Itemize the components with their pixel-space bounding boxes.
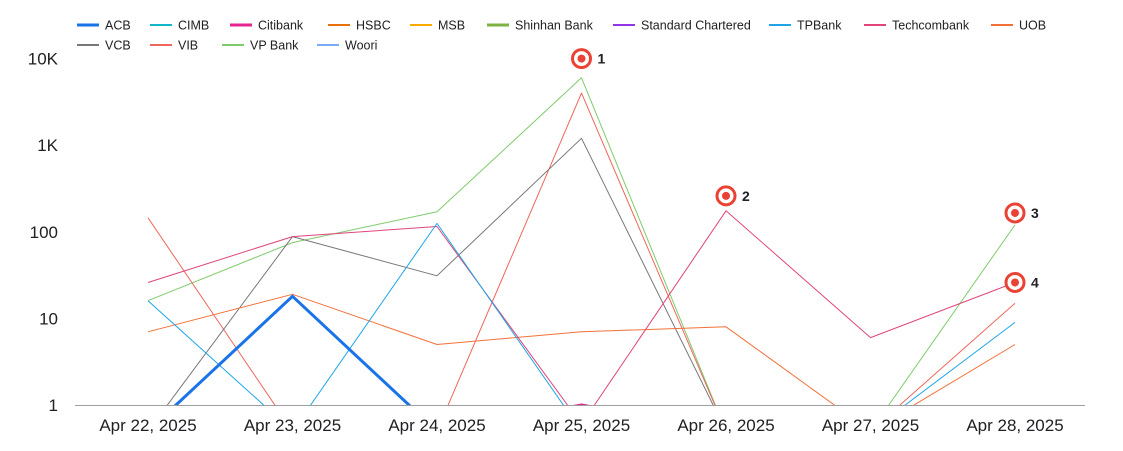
legend-item-uob[interactable]: UOB (991, 19, 1046, 33)
legend-item-techcombank[interactable]: Techcombank (864, 19, 970, 33)
legend-item-acb[interactable]: ACB (77, 19, 131, 33)
y-axis: 1 10 100 1K 10K (28, 50, 59, 415)
annotation-marker-4[interactable]: 4 (1004, 271, 1039, 293)
legend-label: UOB (1019, 19, 1046, 33)
annotation-marker-3[interactable]: 3 (1004, 202, 1039, 224)
series-line (147, 222, 564, 405)
legend-item-standard-chartered[interactable]: Standard Chartered (613, 19, 751, 33)
annotation-label: 1 (598, 51, 606, 67)
y-tick-label: 1 (49, 396, 58, 415)
annotation-label: 3 (1031, 205, 1039, 221)
legend-label: VCB (105, 39, 131, 53)
series-line (173, 294, 412, 405)
legend-label: ACB (105, 19, 131, 33)
legend-label: Standard Chartered (641, 19, 751, 33)
legend-label: CIMB (178, 19, 209, 33)
legend-label: VP Bank (250, 39, 299, 53)
annotation-dot (1011, 278, 1019, 287)
annotation-marker-1[interactable]: 1 (571, 48, 606, 70)
annotation-dot (1011, 208, 1019, 217)
legend-label: HSBC (356, 19, 391, 33)
annotation-marker-2[interactable]: 2 (715, 185, 750, 207)
x-axis: Apr 22, 2025 Apr 23, 2025 Apr 24, 2025 Apr … (75, 405, 1085, 435)
x-tick-label: Apr 28, 2025 (966, 416, 1063, 435)
x-tick-label: Apr 26, 2025 (677, 416, 774, 435)
legend-label: TPBank (797, 19, 842, 33)
series-line (904, 322, 1016, 405)
legend-item-citibank[interactable]: Citibank (230, 19, 304, 33)
annotation-dot (577, 54, 586, 63)
annotation-label: 2 (742, 188, 750, 204)
plot-area (147, 77, 1016, 431)
x-tick-label: Apr 22, 2025 (99, 416, 196, 435)
legend-item-cimb[interactable]: CIMB (150, 19, 209, 33)
series-line (147, 92, 1016, 405)
legend-item-hsbc[interactable]: HSBC (328, 19, 391, 33)
y-tick-label: 10K (28, 50, 59, 69)
x-tick-label: Apr 25, 2025 (533, 416, 630, 435)
y-tick-label: 100 (30, 223, 58, 242)
series-line (147, 210, 1016, 405)
legend-item-vp-bank[interactable]: VP Bank (222, 39, 299, 53)
legend-item-shinhan-bank[interactable]: Shinhan Bank (487, 19, 594, 33)
series-line (147, 77, 1016, 405)
x-tick-label: Apr 27, 2025 (822, 416, 919, 435)
legend-label: Citibank (258, 19, 304, 33)
series-line (147, 293, 1016, 405)
legend-item-woori[interactable]: Woori (317, 39, 377, 53)
legend-label: Woori (345, 39, 377, 53)
legend-item-vib[interactable]: VIB (150, 39, 198, 53)
legend: ACB CIMB Citibank HSBC MSB Shinhan Bank Standa… (77, 19, 1046, 53)
series-techcombank[interactable] (147, 210, 1016, 424)
series-vcb[interactable] (148, 137, 726, 431)
series-acb[interactable] (148, 294, 437, 431)
series-uob[interactable] (147, 293, 1016, 431)
y-tick-label: 1K (37, 136, 58, 155)
legend-label: MSB (438, 19, 465, 33)
legend-item-msb[interactable]: MSB (410, 19, 465, 33)
series-vp-bank[interactable] (147, 77, 1016, 431)
x-tick-label: Apr 23, 2025 (244, 416, 341, 435)
x-tick-label: Apr 24, 2025 (388, 416, 485, 435)
legend-label: VIB (178, 39, 198, 53)
y-tick-label: 10 (39, 309, 58, 328)
series-vib[interactable] (147, 92, 1016, 431)
legend-item-tpbank[interactable]: TPBank (769, 19, 842, 33)
annotation-label: 4 (1031, 274, 1039, 290)
series-tpbank[interactable] (147, 222, 1016, 431)
legend-label: Shinhan Bank (515, 19, 594, 33)
legend-label: Techcombank (892, 19, 970, 33)
legend-item-vcb[interactable]: VCB (77, 39, 131, 53)
annotations: 1 2 3 4 (571, 48, 1039, 293)
annotation-dot (722, 191, 730, 200)
series-line (166, 137, 714, 405)
